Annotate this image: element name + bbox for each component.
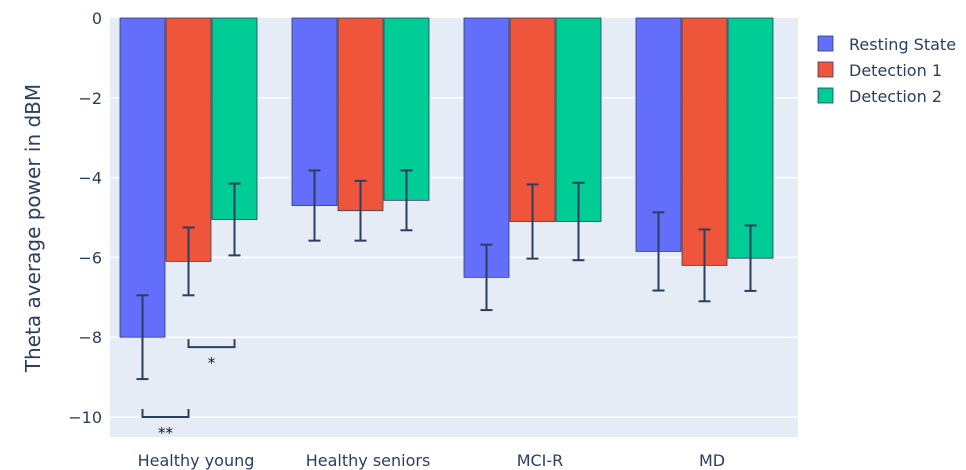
legend-label: Detection 1 <box>849 61 942 80</box>
legend-label: Resting State <box>849 35 956 54</box>
y-tick-label: −4 <box>78 169 102 188</box>
bar <box>681 17 728 266</box>
x-tick-label: Healthy seniors <box>306 451 431 470</box>
x-tick-label: MCI-R <box>517 451 564 470</box>
y-tick-label: −8 <box>78 328 102 347</box>
y-tick-label: −10 <box>68 408 102 427</box>
y-axis-label: Theta average power in dBM <box>21 84 45 373</box>
bar <box>727 17 774 259</box>
x-tick-label: MD <box>699 451 725 470</box>
bar <box>119 17 166 338</box>
bar <box>337 17 384 212</box>
y-tick-label: −2 <box>78 89 102 108</box>
legend-swatch <box>817 61 834 78</box>
error-bars <box>136 169 757 381</box>
bar <box>635 17 682 252</box>
y-tick-label: −6 <box>78 248 102 267</box>
bar <box>463 17 510 278</box>
significance-label: * <box>208 354 216 372</box>
x-axis-ticks: Healthy young Healthy seniors MCI-R MD <box>138 451 725 470</box>
legend-swatch <box>817 35 834 52</box>
legend-label: Detection 2 <box>849 87 942 106</box>
legend-swatch <box>817 87 834 104</box>
y-axis-ticks: 0 −2 −4 −6 −8 −10 <box>68 9 102 427</box>
legend: Resting State Detection 1 Detection 2 <box>817 35 956 106</box>
x-tick-label: Healthy young <box>138 451 255 470</box>
bar <box>165 17 212 262</box>
y-tick-label: 0 <box>92 9 102 28</box>
significance-annotations: *** <box>141 339 236 442</box>
significance-label: ** <box>158 424 174 442</box>
significance-bracket <box>187 339 236 349</box>
significance-bracket <box>141 409 190 418</box>
